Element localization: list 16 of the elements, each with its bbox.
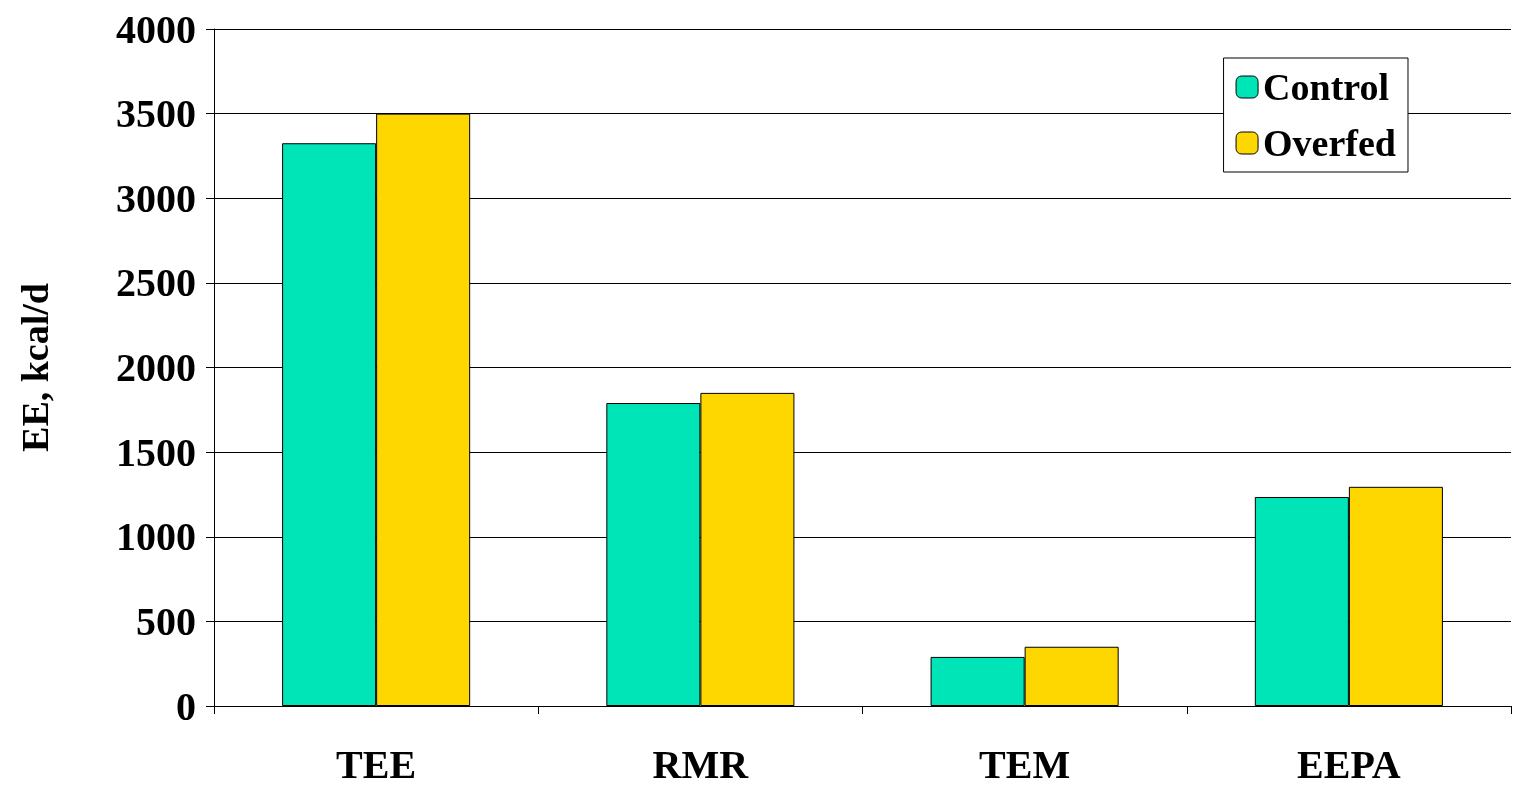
y-tick-label: 1500 [116,429,196,475]
y-tick-label: 4000 [116,6,196,52]
y-tick-label: 3500 [116,91,196,137]
x-tick-label: EEPA [1297,741,1401,787]
y-tick-label: 500 [136,598,196,644]
y-tick-label: 1000 [116,514,196,560]
y-tick-label: 2500 [116,260,196,306]
x-tick-label: RMR [652,741,750,787]
y-tick-label: 3000 [116,175,196,221]
x-tick-label: TEM [979,741,1071,787]
legend-label: Control [1263,66,1390,108]
y-axis-title: EE, kcal/d [14,283,56,452]
legend-label: Overfed [1263,122,1397,164]
y-tick-label: 0 [176,683,196,729]
y-tick-label: 2000 [116,345,196,390]
x-tick-label: TEE [336,741,417,787]
